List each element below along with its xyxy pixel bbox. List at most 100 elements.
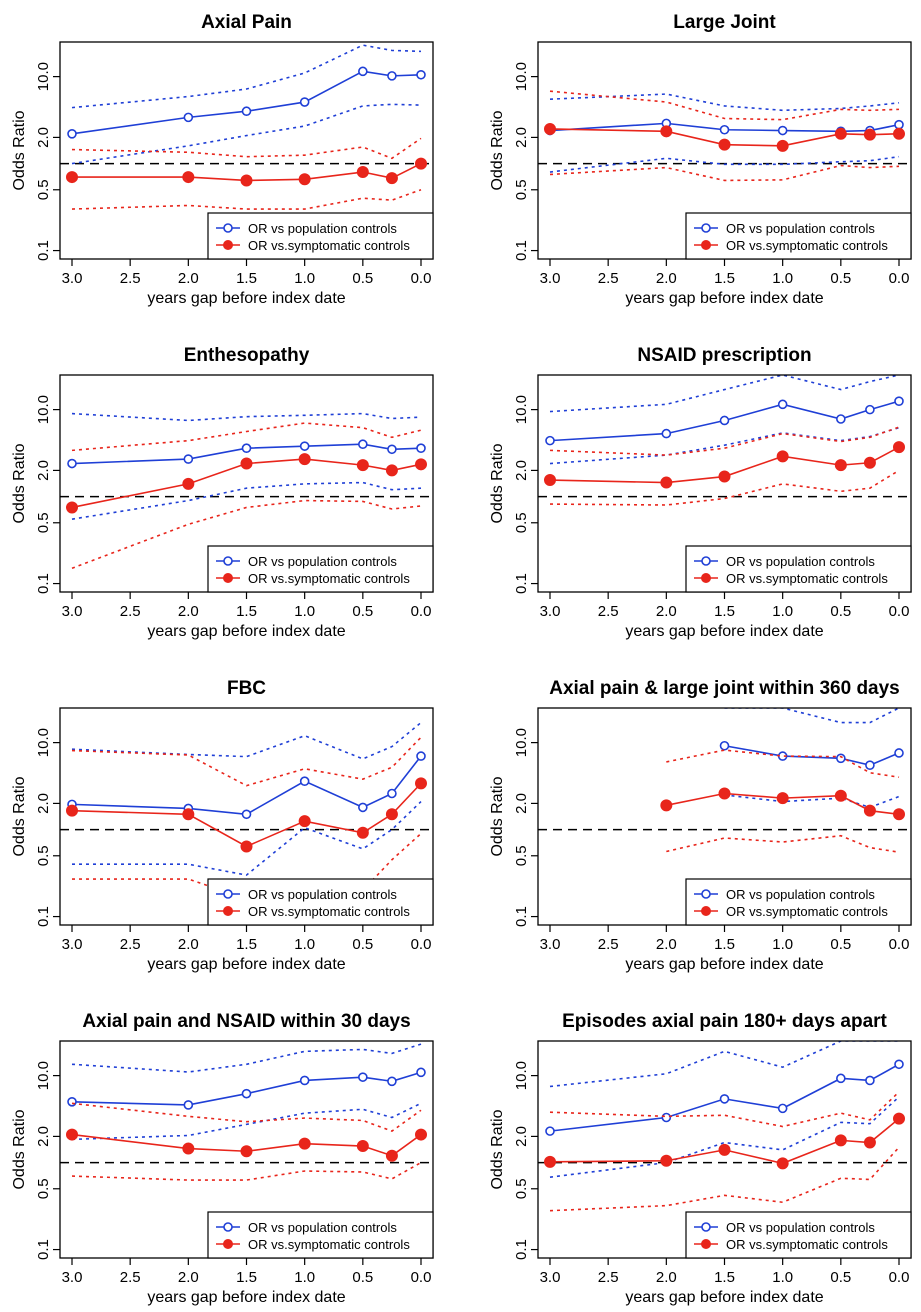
data-point-pop <box>777 399 788 410</box>
ci-upper-sym <box>71 137 422 160</box>
y-tick-label: 0.1 <box>35 573 52 594</box>
data-point-sym <box>834 789 847 802</box>
x-tick-label: 3.0 <box>62 1269 83 1286</box>
x-tick-label: 0.5 <box>830 270 851 287</box>
x-tick-label: 2.5 <box>598 603 619 620</box>
data-point-sym <box>415 1128 427 1141</box>
data-point-sym <box>66 501 78 514</box>
data-point-pop <box>183 454 194 464</box>
data-point-sym <box>776 792 789 805</box>
x-tick-label: 0.5 <box>830 603 851 620</box>
data-point-sym <box>776 139 789 152</box>
y-tick-label: 0.1 <box>513 1239 530 1260</box>
data-point-pop <box>836 753 846 764</box>
ci-upper-sym <box>549 426 900 456</box>
legend-box <box>207 878 434 926</box>
chart-title: NSAID prescription <box>637 345 811 366</box>
data-point-sym <box>718 1143 731 1156</box>
ci-upper-sym <box>666 749 900 779</box>
legend-label-sym: OR vs.symptomatic controls <box>248 571 410 586</box>
data-point-sym <box>415 458 427 471</box>
data-point-pop <box>719 124 730 135</box>
legend-label-pop: OR vs population controls <box>726 1220 875 1235</box>
chart-title: Enthesopathy <box>184 345 310 366</box>
chart-panel: Large Joint 3.0 2.5 2.0 1.5 1.0 0.5 0.0 years ga… <box>489 12 912 307</box>
ci-lower-sym <box>71 189 422 210</box>
x-tick-label: 1.5 <box>714 603 735 620</box>
legend-label-sym: OR vs.symptomatic controls <box>248 904 410 919</box>
x-tick-label: 3.0 <box>540 603 561 620</box>
data-point-sym <box>544 122 556 135</box>
data-point-sym <box>182 171 195 184</box>
plot-area <box>60 721 433 900</box>
ci-upper-sym <box>71 736 422 787</box>
x-tick-label: 1.0 <box>772 1269 793 1286</box>
ci-upper-sym <box>549 1091 900 1128</box>
data-point-sym <box>863 128 876 141</box>
data-point-sym <box>356 459 369 472</box>
data-point-pop <box>661 428 672 439</box>
x-tick-label: 1.5 <box>236 270 257 287</box>
data-point-sym <box>863 1136 876 1149</box>
y-tick-label: 2.0 <box>35 1126 52 1147</box>
x-tick-label: 0.0 <box>411 270 432 287</box>
data-point-sym <box>544 1155 556 1168</box>
y-tick-label: 0.5 <box>513 512 530 533</box>
y-axis-label: Odds Ratio <box>489 776 506 856</box>
y-axis-label: Odds Ratio <box>489 1109 506 1189</box>
legend-marker-pop <box>223 889 233 899</box>
x-axis-label: years gap before index date <box>147 290 345 307</box>
data-point-pop <box>894 1059 904 1070</box>
legend-marker-pop <box>701 223 711 233</box>
chart-title: Large Joint <box>673 12 776 33</box>
y-tick-label: 0.1 <box>513 240 530 261</box>
data-point-pop <box>865 404 875 415</box>
y-tick-label: 0.5 <box>35 1178 52 1199</box>
y-tick-label: 0.1 <box>35 1239 52 1260</box>
series-line-pop <box>71 1071 422 1106</box>
ci-upper-pop <box>549 93 900 112</box>
x-tick-label: 2.5 <box>598 936 619 953</box>
data-point-sym <box>718 470 731 483</box>
x-tick-label: 1.0 <box>294 603 315 620</box>
x-tick-label: 1.5 <box>236 603 257 620</box>
ci-upper-sym <box>71 1102 422 1133</box>
y-tick-label: 10.0 <box>513 1061 530 1090</box>
data-point-sym <box>893 808 905 821</box>
x-tick-label: 3.0 <box>62 936 83 953</box>
ci-lower-pop <box>71 1102 422 1141</box>
data-point-sym <box>356 166 369 179</box>
data-point-pop <box>416 751 426 761</box>
data-point-sym <box>240 1145 253 1158</box>
x-tick-label: 2.5 <box>120 603 141 620</box>
x-tick-label: 3.0 <box>62 270 83 287</box>
y-tick-label: 0.5 <box>513 1178 530 1199</box>
data-point-sym <box>66 804 78 817</box>
legend-box <box>207 212 434 260</box>
data-point-sym <box>182 1142 195 1155</box>
chart-panel: Axial pain and NSAID within 30 days 3.0 2.… <box>11 1011 434 1306</box>
data-point-pop <box>545 1126 555 1136</box>
legend-marker-sym <box>701 240 711 250</box>
x-tick-label: 1.5 <box>714 936 735 953</box>
data-point-pop <box>894 396 904 406</box>
data-point-sym <box>240 174 253 187</box>
data-point-sym <box>660 476 673 489</box>
chart-panel: Axial pain & large joint within 360 days… <box>489 678 912 973</box>
x-tick-label: 0.5 <box>352 270 373 287</box>
data-point-sym <box>298 173 311 186</box>
y-tick-label: 10.0 <box>35 62 52 91</box>
data-point-sym <box>415 777 427 790</box>
data-point-sym <box>834 459 847 472</box>
legend: OR vs population controls OR vs.symptomat… <box>685 878 912 926</box>
data-point-pop <box>777 1103 788 1114</box>
data-point-sym <box>385 172 398 185</box>
x-tick-label: 1.0 <box>772 603 793 620</box>
legend: OR vs population controls OR vs.symptomat… <box>207 878 434 926</box>
x-tick-label: 3.0 <box>62 603 83 620</box>
x-axis-label: years gap before index date <box>147 956 345 973</box>
x-tick-label: 0.0 <box>889 936 910 953</box>
data-point-sym <box>385 464 398 477</box>
y-tick-label: 0.1 <box>35 240 52 261</box>
data-point-pop <box>67 129 77 139</box>
